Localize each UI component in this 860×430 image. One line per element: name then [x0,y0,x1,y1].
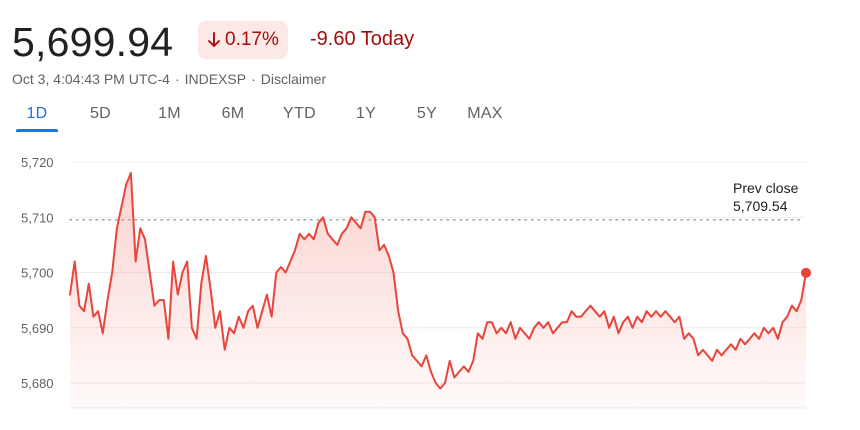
prev-close-value: 5,709.54 [733,198,788,214]
prev-close-label: Prev close [733,180,799,196]
percent-change-value: 0.17% [225,29,279,50]
range-tab-1y[interactable]: 1Y [355,105,377,122]
price-area-fill [70,173,806,408]
disclaimer-link[interactable]: Disclaimer [260,71,327,87]
range-tab-ytd[interactable]: YTD [283,105,316,122]
change-today: -9.60 Today [310,28,415,50]
quote-timestamp: Oct 3, 4:04:43 PM UTC-4 [12,71,170,87]
y-tick-label: 5,690 [21,321,54,336]
price-chart: 5,720 5,710 5,700 5,690 5,680 Prev close 5,709… [21,155,811,409]
quote-meta: Oct 3, 4:04:43 PM UTC-4 · INDEXSP · Disclaim… [12,71,326,87]
last-price-dot [801,267,811,278]
range-tab-1m[interactable]: 1M [158,105,181,122]
meta-separator: · [251,71,256,87]
arrow-down-icon [208,32,220,47]
range-tab-1d[interactable]: 1D [12,100,62,132]
range-tabs: 1D 5D 1M 6M YTD 1Y 5Y MAX [12,100,515,132]
y-tick-label: 5,720 [21,155,54,170]
range-tab-5d[interactable]: 5D [89,105,112,122]
range-tab-5y[interactable]: 5Y [416,105,438,122]
meta-separator: · [174,71,180,87]
y-tick-label: 5,710 [21,210,54,225]
exchange-name: INDEXSP [184,71,247,87]
range-tab-6m[interactable]: 6M [221,105,245,122]
current-price: 5,699.94 [12,19,174,65]
y-tick-label: 5,700 [21,266,54,281]
quote-header: 5,699.94 0.17% -9.60 Today [12,18,848,70]
price-line [69,172,807,390]
range-tab-max[interactable]: MAX [467,105,503,122]
y-tick-label: 5,680 [21,376,54,391]
percent-change-badge: 0.17% [198,21,288,59]
